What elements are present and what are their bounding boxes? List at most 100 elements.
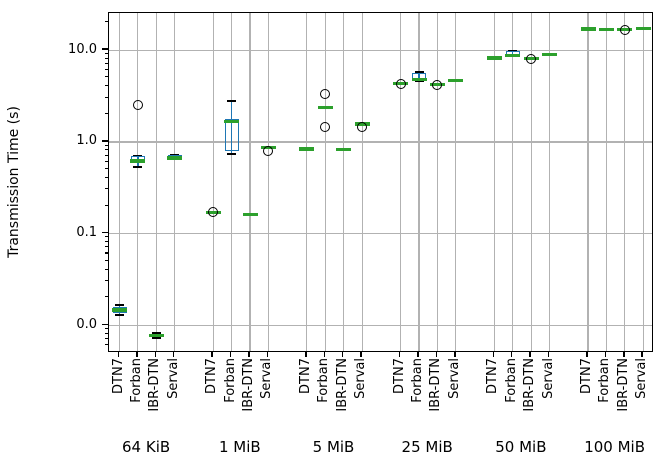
x-tick-label: Serval: [540, 358, 556, 399]
box-median: [542, 52, 557, 57]
box-median: [224, 119, 240, 123]
whisker-cap: [227, 152, 237, 155]
y-gridline: [109, 49, 652, 51]
x-tick-label: DTN7: [485, 358, 501, 394]
box-whisker: [511, 50, 514, 57]
box-flier: [526, 53, 537, 64]
x-tick: [323, 352, 326, 357]
y-minor-tick: [104, 62, 108, 65]
y-minor-tick: [104, 296, 108, 298]
box-rect: [224, 119, 239, 152]
box-flier: [208, 207, 219, 218]
x-tick-label-wrap: DTN7: [298, 358, 314, 394]
x-tick-label: IBR-DTN: [522, 358, 538, 412]
whisker-cap: [115, 313, 124, 316]
y-minor-tick: [104, 69, 108, 71]
box-median: [130, 159, 146, 163]
x-gridline: [361, 13, 363, 351]
x-tick: [398, 352, 401, 357]
box-median: [148, 334, 164, 338]
x-tick: [641, 352, 643, 357]
x-tick-label-wrap: Serval: [259, 358, 275, 399]
box-median: [411, 77, 427, 82]
box-flier: [432, 80, 443, 91]
y-minor-tick: [104, 21, 108, 23]
y-minor-tick: [104, 52, 108, 55]
box-median: [299, 147, 315, 151]
x-gridline: [587, 13, 589, 351]
x-tick-label-wrap: IBR-DTN: [522, 358, 538, 412]
x-tick: [435, 352, 438, 357]
x-gridline: [642, 13, 644, 351]
whisker-cap: [151, 332, 161, 335]
x-gridline: [231, 13, 233, 351]
x-gridline: [306, 13, 308, 351]
y-minor-tick: [104, 236, 108, 238]
x-tick: [154, 352, 157, 357]
y-minor-tick: [104, 85, 108, 87]
y-minor-tick: [104, 268, 108, 270]
x-tick-label: IBR-DTN: [147, 358, 163, 412]
x-tick: [510, 352, 513, 357]
y-tick-label: 0.1: [76, 225, 97, 241]
x-tick: [305, 352, 307, 357]
box-median: [580, 27, 596, 31]
y-minor-tick: [104, 176, 108, 179]
x-tick-label: Forban: [410, 358, 425, 403]
x-gridline: [512, 13, 514, 351]
x-gridline: [267, 13, 269, 351]
group-label: 100 MiB: [584, 438, 645, 456]
box-flier: [619, 24, 630, 35]
x-tick: [211, 352, 213, 357]
x-gridline: [493, 13, 495, 351]
x-tick-label-wrap: IBR-DTN: [241, 358, 257, 412]
plot-area: [108, 12, 653, 352]
x-gridline: [530, 13, 532, 351]
y-minor-tick: [104, 328, 108, 330]
whisker-cap: [115, 304, 124, 307]
x-tick-label-wrap: IBR-DTN: [616, 358, 632, 412]
x-tick-label: Serval: [446, 358, 462, 399]
x-tick: [417, 352, 419, 357]
box-median: [505, 53, 521, 58]
x-tick-label-wrap: DTN7: [485, 358, 501, 394]
x-tick-label: Serval: [634, 358, 650, 399]
x-tick: [360, 352, 362, 357]
box-median: [486, 56, 502, 60]
y-minor-tick: [104, 332, 108, 334]
y-major-tick: [101, 323, 108, 326]
x-tick-label: Forban: [316, 358, 332, 403]
x-gridline: [249, 13, 251, 351]
box-whisker: [230, 101, 233, 154]
y-minor-tick: [104, 57, 108, 59]
y-minor-tick: [104, 188, 108, 190]
y-minor-tick: [104, 338, 108, 340]
y-minor-tick: [104, 259, 108, 261]
box-flier: [320, 89, 331, 100]
x-tick-label-wrap: DTN7: [392, 358, 408, 394]
x-tick: [229, 352, 232, 357]
x-tick: [117, 352, 120, 357]
x-tick-label: Serval: [353, 358, 369, 399]
y-minor-tick: [104, 204, 108, 206]
x-tick-label-wrap: IBR-DTN: [147, 358, 163, 412]
x-tick: [623, 352, 625, 357]
x-tick-label: Forban: [597, 358, 613, 403]
box-median: [317, 105, 333, 109]
x-gridline: [548, 13, 551, 351]
x-gridline: [624, 13, 626, 351]
x-tick-label-wrap: Serval: [447, 358, 463, 399]
y-minor-tick: [104, 160, 108, 162]
x-tick-label: IBR-DTN: [241, 358, 256, 412]
x-tick-label: IBR-DTN: [615, 358, 631, 412]
box-median: [242, 212, 258, 217]
y-gridline: [109, 233, 652, 235]
group-label: 5 MiB: [312, 438, 355, 456]
x-tick-label: Forban: [128, 358, 144, 403]
x-tick-label-wrap: IBR-DTN: [335, 358, 351, 412]
x-tick-label-wrap: Serval: [166, 358, 182, 399]
y-minor-tick: [104, 149, 108, 151]
x-tick-label: Serval: [165, 358, 181, 399]
x-tick-label-wrap: DTN7: [579, 358, 595, 394]
x-tick-label: DTN7: [110, 358, 126, 394]
